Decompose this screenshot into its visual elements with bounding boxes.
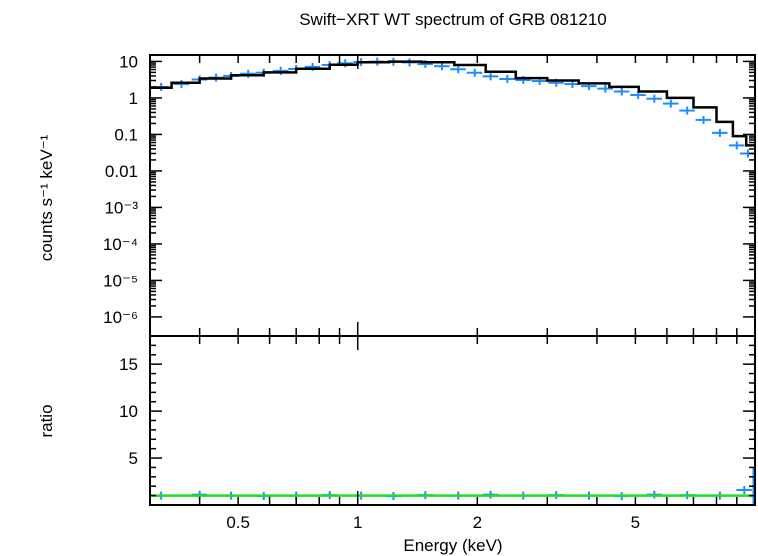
spectrum-data-point (613, 87, 630, 96)
y-tick-label: 0.01 (105, 162, 138, 181)
spectrum-data-point (272, 66, 289, 75)
y-tick-label: 10⁻⁵ (103, 271, 138, 290)
y-tick-label: 10 (119, 52, 138, 71)
spectrum-data-point (646, 94, 662, 103)
spectrum-data-point (711, 128, 728, 137)
x-axis-label: Energy (keV) (403, 536, 502, 555)
spectrum-data-point (450, 65, 466, 74)
chart-title: Swift−XRT WT spectrum of GRB 081210 (299, 10, 607, 29)
spectrum-y-axis-label: counts s⁻¹ keV⁻¹ (37, 134, 56, 261)
y-tick-label: 10⁻³ (104, 198, 138, 217)
ratio-y-tick-label: 5 (129, 449, 138, 468)
spectrum-model-step (150, 60, 755, 147)
spectrum-data-point (240, 69, 256, 78)
y-tick-label: 10⁻⁶ (103, 308, 138, 327)
chart-text-layer: Swift−XRT WT spectrum of GRB 081210 coun… (37, 10, 640, 555)
plot-frame (149, 54, 756, 506)
y-tick-label: 1 (129, 89, 138, 108)
chart-frame (149, 54, 756, 506)
spectrum-data-point (695, 115, 712, 124)
ratio-y-axis-label: ratio (37, 404, 56, 437)
x-tick-label: 1 (353, 513, 362, 532)
ratio-y-tick-label: 10 (119, 402, 138, 421)
x-tick-label: 2 (473, 513, 482, 532)
x-tick-label: 0.5 (226, 513, 250, 532)
chart-ticks (149, 55, 756, 505)
ratio-data-point (736, 485, 752, 494)
y-tick-label: 0.1 (114, 125, 138, 144)
spectrum-data-point (482, 72, 499, 81)
spectrum-data-point (466, 68, 483, 77)
spectrum-data-point (499, 75, 515, 84)
spectrum-data-point (662, 99, 679, 108)
x-tick-label: 5 (631, 513, 640, 532)
spectrum-data-point (597, 84, 613, 93)
y-tick-label: 10⁻⁴ (103, 235, 138, 254)
spectrum-data-point (434, 62, 450, 71)
spectrum-data-point (728, 141, 745, 150)
spectrum-data-point (679, 106, 695, 115)
chart-data-layer (150, 57, 756, 505)
ratio-y-tick-label: 15 (119, 355, 138, 374)
